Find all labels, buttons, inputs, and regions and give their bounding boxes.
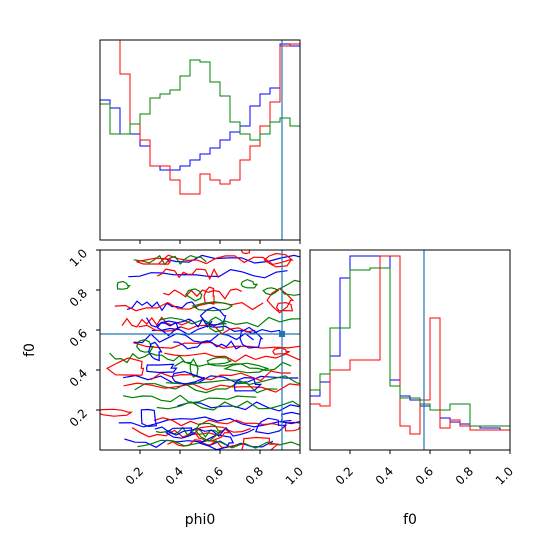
f0-hist-xtick-label-2: 0.6 bbox=[413, 464, 436, 487]
contour-band-14-2 bbox=[114, 301, 264, 312]
contour-loop-35 bbox=[206, 316, 228, 333]
contour-loop-23 bbox=[279, 279, 300, 296]
contour-loop-4 bbox=[203, 286, 215, 305]
contour-ytick-label-0: 0.2 bbox=[67, 406, 90, 429]
contour-band-11-1 bbox=[133, 332, 254, 344]
contour-loop-30 bbox=[140, 408, 158, 428]
contour-band-14-1 bbox=[126, 300, 198, 312]
contour-ytick-label-4: 1.0 bbox=[67, 246, 90, 269]
contour-band-5-0 bbox=[134, 382, 278, 394]
contour-loop-6 bbox=[145, 363, 178, 374]
contour-band-2-2 bbox=[153, 417, 283, 427]
contour-band-1-1 bbox=[155, 426, 220, 438]
contour-band-17-1 bbox=[128, 268, 288, 279]
contour-loop-27 bbox=[199, 306, 227, 326]
contour-loop-11 bbox=[240, 278, 259, 289]
contour-band-5-2 bbox=[123, 382, 300, 393]
f0-hist-xtick-label-3: 0.8 bbox=[453, 464, 476, 487]
contour-loop-0 bbox=[156, 320, 182, 337]
f0-hist-series-0 bbox=[310, 255, 510, 431]
f0-hist-series-2 bbox=[310, 267, 510, 427]
contour-lines bbox=[100, 250, 300, 450]
contour-frame bbox=[99, 249, 301, 451]
contour-band-7-0 bbox=[150, 370, 291, 382]
contour-loop-12 bbox=[171, 370, 206, 385]
contour-band-9-1 bbox=[164, 352, 300, 363]
contour-band-4-1 bbox=[122, 394, 257, 404]
f0-histogram-panel: 0.2 0.4 0.6 0.8 1.0 f0 bbox=[309, 249, 516, 528]
contour-band-13-0 bbox=[121, 316, 192, 328]
contour-loop-31 bbox=[105, 357, 145, 376]
contour-ytick-label-1: 0.4 bbox=[67, 366, 90, 389]
contour-loop-24 bbox=[165, 427, 197, 439]
contour-band-18-1 bbox=[158, 254, 292, 266]
contour-band-6-2 bbox=[165, 375, 300, 386]
f0-hist-xtick-label-0: 0.2 bbox=[333, 464, 356, 487]
contour-band-1-2 bbox=[154, 426, 255, 437]
contour-loop-18 bbox=[147, 341, 163, 362]
contour-loop-25 bbox=[194, 425, 232, 442]
contour-xtick-label-3: 0.8 bbox=[243, 464, 266, 487]
contour-ytick-label-2: 0.6 bbox=[67, 326, 90, 349]
contour-loop-33 bbox=[239, 326, 264, 349]
phi0-hist-series-1 bbox=[100, 39, 300, 195]
f0-hist-series-1 bbox=[310, 255, 510, 435]
phi0-hist-series-2 bbox=[100, 59, 300, 141]
contour-band-15-1 bbox=[163, 288, 243, 300]
phi0-hist-frame bbox=[99, 39, 301, 241]
contour-loop-21 bbox=[197, 434, 235, 450]
contour-truth-point bbox=[279, 331, 285, 337]
phi0-histogram-panel bbox=[99, 39, 301, 244]
contour-loop-8 bbox=[189, 357, 199, 378]
f0-hist-xtick-label-1: 0.4 bbox=[373, 464, 396, 487]
f0-hist-frame bbox=[309, 249, 511, 451]
contour-loop-22 bbox=[100, 408, 134, 417]
contour-band-3-0 bbox=[177, 401, 300, 412]
contour-band-8-0 bbox=[173, 360, 292, 372]
contour-band-3-2 bbox=[156, 400, 300, 411]
phi0-x-axis-title: phi0 bbox=[185, 512, 216, 528]
contour-loop-20 bbox=[191, 301, 233, 312]
f0-hist-xtick-label-4: 1.0 bbox=[493, 464, 516, 487]
contour-band-18-2 bbox=[133, 254, 207, 266]
contour-xtick-label-2: 0.6 bbox=[203, 464, 226, 487]
contour-band-1-0 bbox=[131, 427, 251, 438]
contour-xtick-label-0: 0.2 bbox=[123, 464, 146, 487]
contour-loop-26 bbox=[206, 356, 232, 365]
contour-band-17-2 bbox=[156, 268, 220, 281]
contour-loop-32 bbox=[184, 288, 203, 302]
contour-xtick-label-4: 1.0 bbox=[283, 464, 306, 487]
f0-y-axis-title: f0 bbox=[22, 343, 38, 357]
contour-band-13-2 bbox=[145, 317, 213, 328]
phi0-f0-contour-panel: 0.2 0.4 0.6 0.8 1.0 0.2 0.4 0.6 0.8 1.0 phi0 f0 bbox=[22, 246, 306, 528]
contour-loop-9 bbox=[233, 376, 263, 392]
contour-xtick-label-1: 0.4 bbox=[163, 464, 186, 487]
contour-loop-29 bbox=[195, 422, 222, 442]
contour-ytick-label-3: 0.8 bbox=[67, 286, 90, 309]
contour-loop-13 bbox=[266, 287, 295, 314]
contour-loop-28 bbox=[272, 347, 290, 355]
contour-loop-19 bbox=[241, 436, 280, 450]
contour-loop-17 bbox=[116, 280, 131, 290]
contour-loop-3 bbox=[254, 417, 288, 435]
contour-loop-2 bbox=[223, 362, 269, 374]
contour-band-18-0 bbox=[162, 254, 300, 264]
contour-loop-7 bbox=[136, 257, 172, 265]
f0-x-axis-title: f0 bbox=[403, 512, 417, 528]
contour-band-10-0 bbox=[132, 341, 300, 349]
contour-loop-14 bbox=[262, 287, 280, 296]
contour-band-10-2 bbox=[173, 340, 242, 350]
contour-loop-16 bbox=[275, 301, 294, 312]
